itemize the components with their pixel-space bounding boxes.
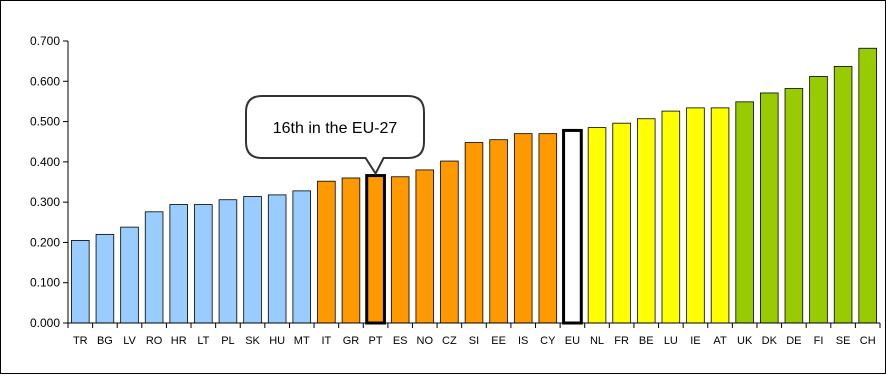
bar-hr bbox=[169, 204, 188, 324]
y-tick-label: 0.500 bbox=[30, 115, 60, 129]
y-tick-label: 0.000 bbox=[30, 316, 60, 330]
bar-ro bbox=[144, 211, 164, 324]
x-tick-label: NO bbox=[417, 335, 434, 347]
bar-se bbox=[833, 65, 853, 324]
bars bbox=[71, 47, 877, 325]
bar-fi bbox=[809, 76, 828, 324]
x-tick-label: BG bbox=[97, 335, 113, 347]
y-tick-label: 0.300 bbox=[30, 195, 60, 209]
bar-is bbox=[513, 133, 533, 324]
y-tick-label: 0.100 bbox=[30, 276, 60, 290]
callout-bubble bbox=[245, 95, 425, 176]
x-tick-label: DK bbox=[762, 335, 778, 347]
annotation-callout: 16th in the EU-27 bbox=[245, 95, 425, 176]
x-tick-label: TR bbox=[73, 335, 88, 347]
bar-cy bbox=[538, 133, 558, 324]
bar-fr bbox=[612, 122, 631, 324]
bar-de bbox=[784, 88, 804, 324]
bar-pt bbox=[365, 174, 386, 325]
bar-it bbox=[317, 180, 336, 324]
bar-sk bbox=[243, 196, 262, 324]
bar-ee bbox=[489, 139, 508, 324]
y-tick-label: 0.400 bbox=[30, 155, 60, 169]
bar-mt bbox=[292, 190, 312, 324]
x-tick-label: RO bbox=[146, 335, 163, 347]
x-tick-label: BE bbox=[639, 335, 654, 347]
x-tick-label: NL bbox=[590, 335, 604, 347]
x-tick-label: FR bbox=[614, 335, 629, 347]
bar-cz bbox=[440, 160, 459, 324]
x-tick-label: FI bbox=[814, 335, 824, 347]
x-tick-label: GR bbox=[343, 335, 360, 347]
x-tick-label: PT bbox=[369, 335, 383, 347]
x-tick-label: SK bbox=[245, 335, 260, 347]
y-tick-label: 0.600 bbox=[30, 74, 60, 88]
bar-at bbox=[710, 107, 730, 324]
x-tick-label: HU bbox=[269, 335, 285, 347]
bar-ie bbox=[686, 107, 705, 324]
x-tick-label: SI bbox=[469, 335, 479, 347]
x-tick-label: IT bbox=[321, 335, 331, 347]
bar-pl bbox=[218, 199, 238, 324]
bar-gr bbox=[341, 177, 361, 324]
x-tick-label: AT bbox=[713, 335, 727, 347]
bar-ch bbox=[858, 47, 877, 324]
x-tick-label: LU bbox=[664, 335, 678, 347]
bar-uk bbox=[735, 101, 754, 324]
bar-tr bbox=[71, 240, 90, 324]
x-tick-label: DE bbox=[786, 335, 801, 347]
callout-text: 16th in the EU-27 bbox=[273, 120, 398, 137]
x-tick-label: LV bbox=[123, 335, 136, 347]
x-tick-label: ES bbox=[393, 335, 408, 347]
x-tick-label: UK bbox=[737, 335, 753, 347]
bar-hu bbox=[267, 194, 287, 324]
x-tick-label: HR bbox=[171, 335, 187, 347]
x-tick-label: IE bbox=[690, 335, 700, 347]
bar-es bbox=[390, 176, 410, 324]
x-tick-label: CH bbox=[860, 335, 876, 347]
bar-lu bbox=[661, 110, 681, 324]
x-tick-label: SE bbox=[836, 335, 851, 347]
bar-bg bbox=[95, 233, 115, 324]
x-tick-label: MT bbox=[294, 335, 310, 347]
x-tick-label: CZ bbox=[442, 335, 457, 347]
bar-si bbox=[464, 142, 484, 324]
y-tick-label: 0.700 bbox=[30, 34, 60, 48]
bar-be bbox=[636, 118, 656, 324]
bar-nl bbox=[587, 127, 607, 324]
x-tick-label: CY bbox=[540, 335, 556, 347]
bar-lt bbox=[194, 204, 213, 324]
x-axis: TR BG LV RO HR LT PL SK HU MT IT GR PT ES NO CZ SI EE IS CY… bbox=[67, 322, 881, 347]
x-tick-label: EU bbox=[565, 335, 580, 347]
y-tick-label: 0.200 bbox=[30, 235, 60, 249]
bar-lv bbox=[120, 226, 139, 324]
bar-no bbox=[415, 169, 435, 324]
x-tick-label: IS bbox=[518, 335, 528, 347]
y-axis: 0.000 0.100 0.200 0.300 0.400 0.500 0.600 0.700 bbox=[30, 34, 69, 330]
bar-eu bbox=[562, 128, 583, 325]
x-tick-label: LT bbox=[197, 335, 209, 347]
x-tick-label: EE bbox=[491, 335, 506, 347]
bar-dk bbox=[760, 92, 779, 324]
x-tick-label: PL bbox=[221, 335, 234, 347]
